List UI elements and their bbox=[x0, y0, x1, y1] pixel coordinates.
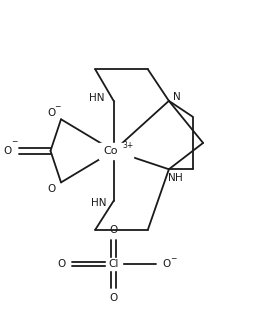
Text: −: − bbox=[170, 254, 176, 263]
Text: N: N bbox=[173, 92, 181, 102]
Text: O: O bbox=[57, 259, 65, 269]
Text: −: − bbox=[11, 137, 17, 146]
Text: O: O bbox=[162, 259, 170, 269]
Text: O: O bbox=[47, 108, 55, 118]
Text: O: O bbox=[109, 293, 118, 303]
Text: O: O bbox=[4, 146, 12, 156]
Text: HN: HN bbox=[91, 198, 107, 209]
Text: N: N bbox=[168, 174, 175, 183]
Bar bbox=[106, 258, 122, 270]
Text: HN: HN bbox=[89, 93, 104, 103]
Text: 3+: 3+ bbox=[122, 141, 134, 150]
Text: O: O bbox=[109, 225, 118, 235]
Bar bbox=[99, 143, 133, 159]
Text: Cl: Cl bbox=[108, 259, 119, 269]
Text: H: H bbox=[175, 174, 183, 183]
Text: −: − bbox=[54, 102, 60, 111]
Text: Co: Co bbox=[104, 146, 118, 156]
Text: O: O bbox=[47, 184, 55, 194]
